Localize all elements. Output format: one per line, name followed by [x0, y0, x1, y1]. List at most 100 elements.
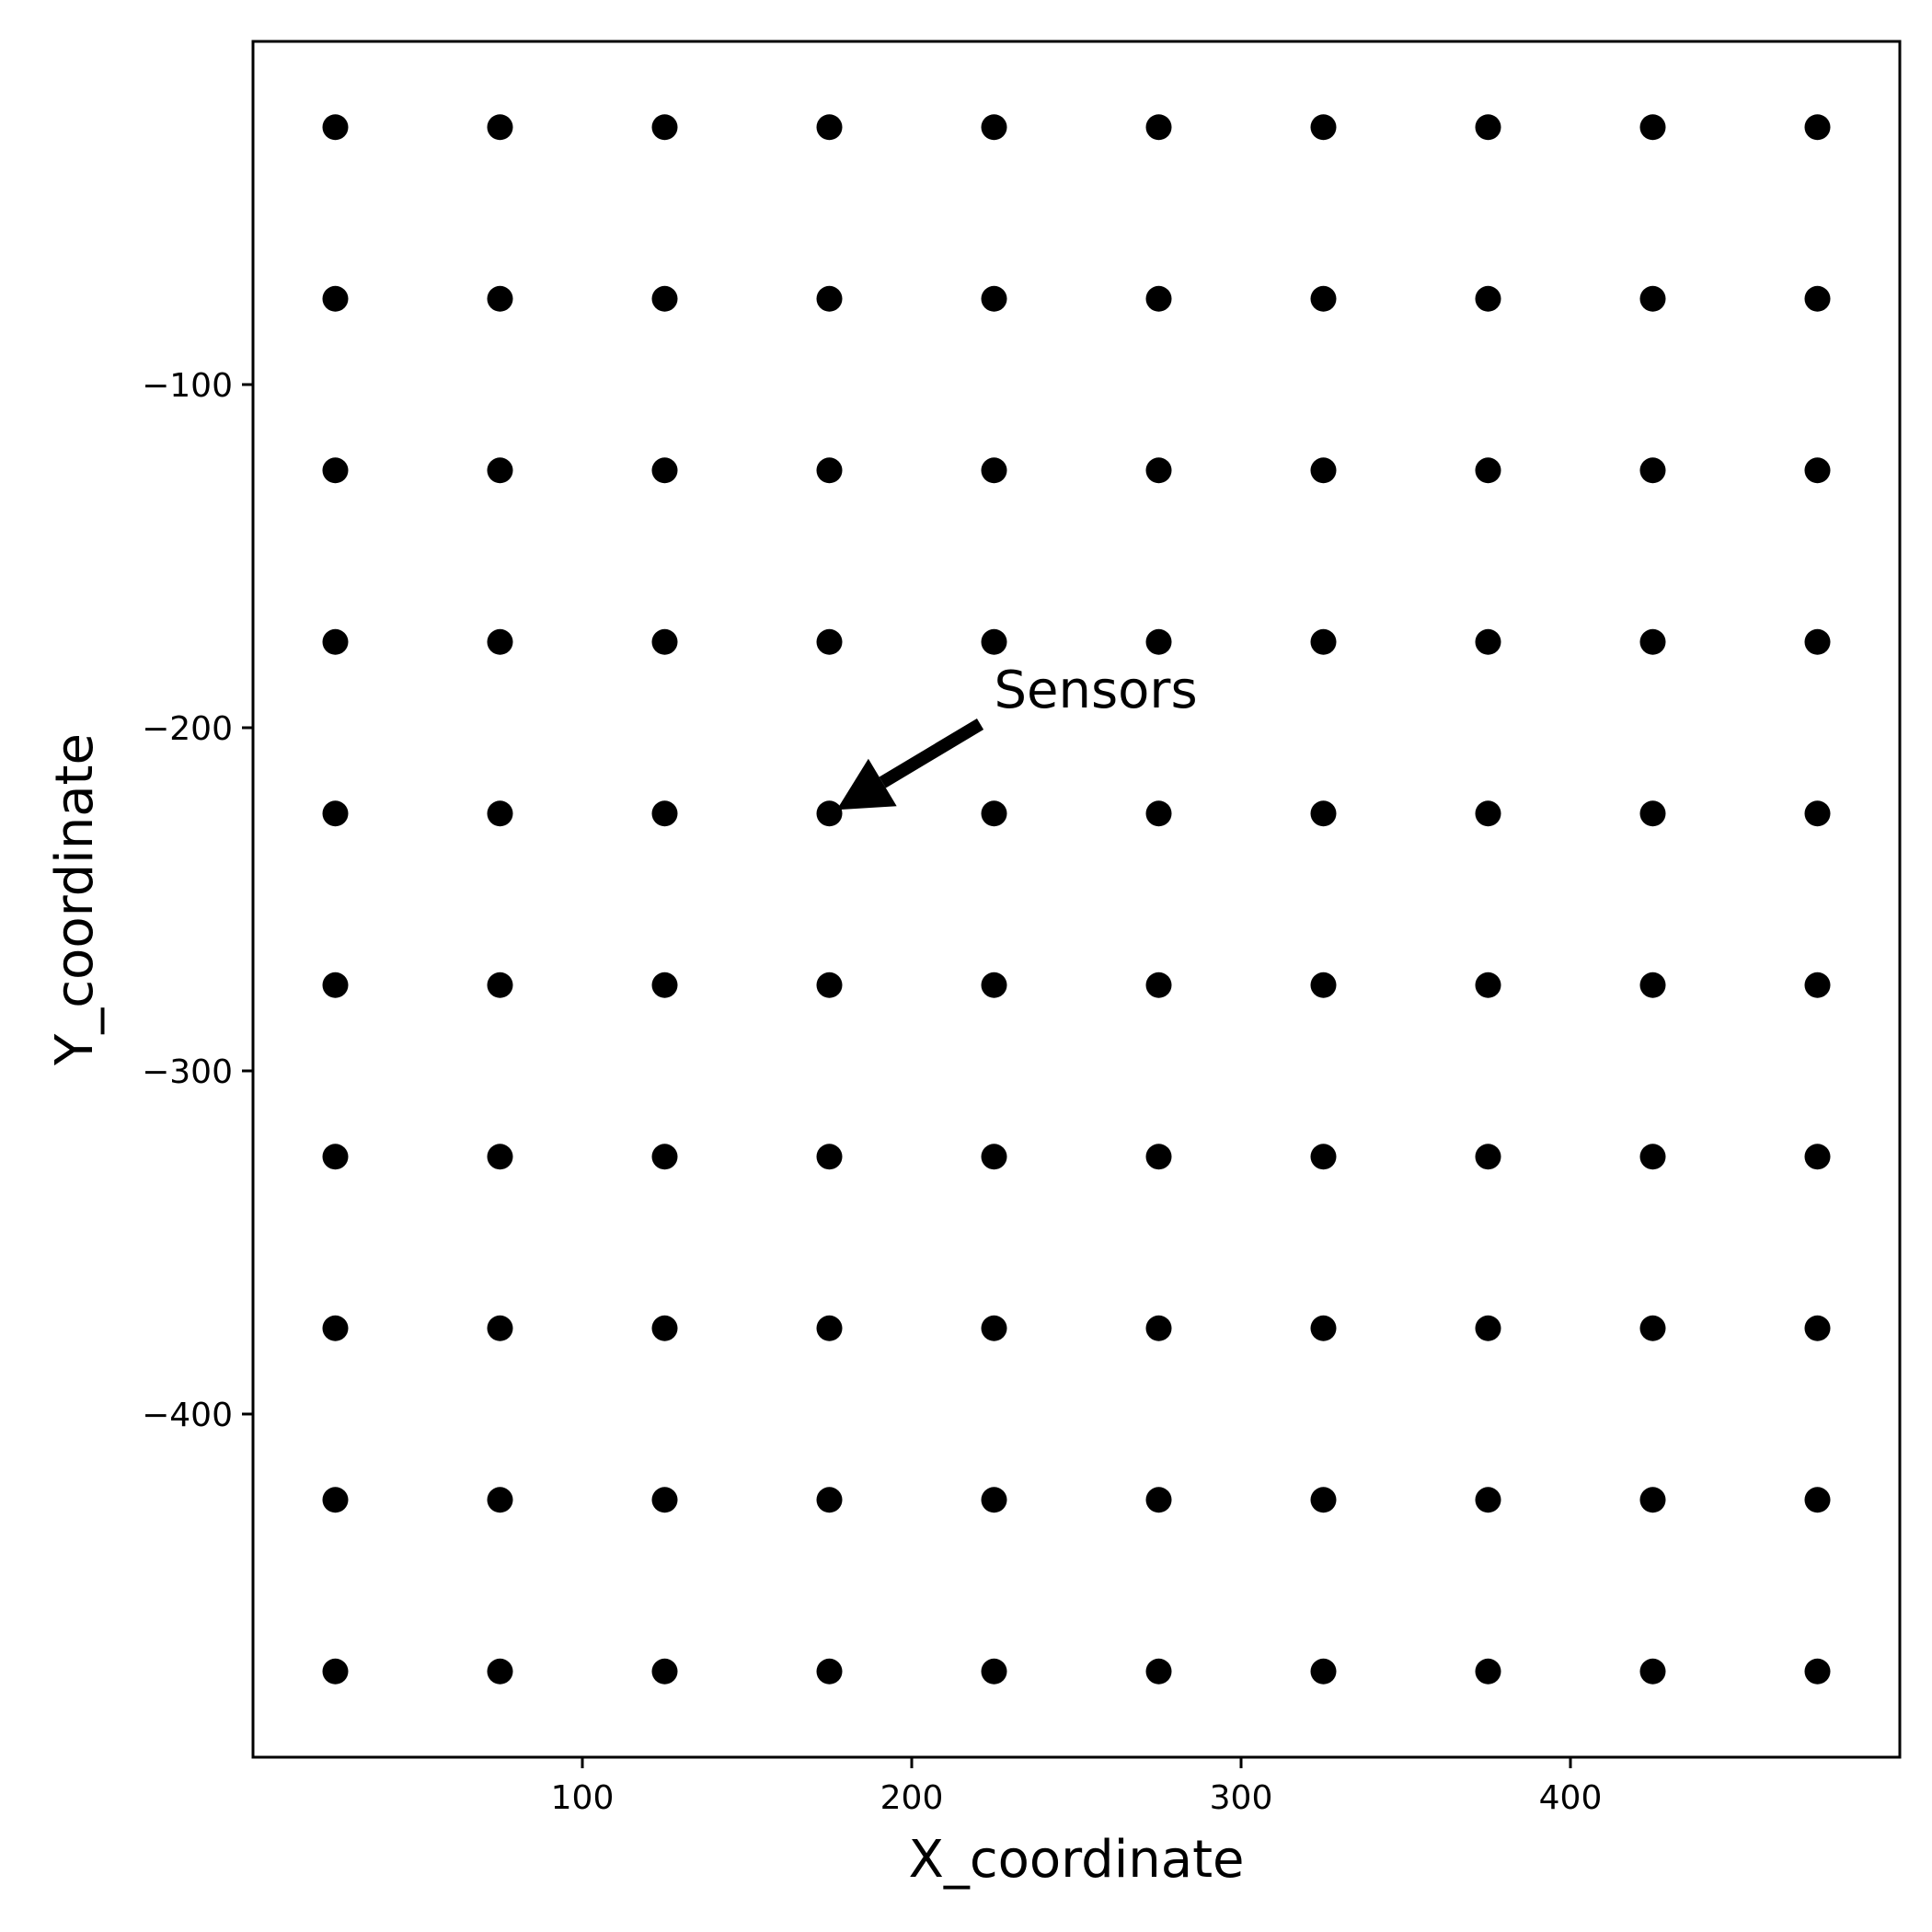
sensor-point: [1639, 285, 1666, 312]
sensor-point: [1310, 1487, 1337, 1513]
sensor-point: [487, 1658, 513, 1685]
sensor-point: [816, 285, 843, 312]
sensor-point: [1804, 1658, 1831, 1685]
y-tick-label: −300: [142, 1053, 233, 1091]
sensor-point: [322, 114, 349, 141]
sensor-point: [1639, 1658, 1666, 1685]
sensor-point: [1145, 1315, 1172, 1341]
sensor-point: [1804, 800, 1831, 827]
sensor-point: [487, 457, 513, 484]
x-tick-label: 100: [551, 1779, 615, 1817]
x-tick-label: 400: [1539, 1779, 1603, 1817]
sensor-point: [981, 972, 1007, 998]
sensor-point: [1475, 285, 1501, 312]
sensor-point: [651, 1315, 678, 1341]
sensor-point: [651, 800, 678, 827]
y-tick-label: −200: [142, 710, 233, 748]
sensor-point: [322, 1315, 349, 1341]
sensor-point: [1145, 1487, 1172, 1513]
sensor-point: [1310, 114, 1337, 141]
sensor-point: [322, 285, 349, 312]
sensor-point: [1310, 972, 1337, 998]
sensor-point: [651, 1658, 678, 1685]
x-tick-label: 300: [1210, 1779, 1273, 1817]
sensor-point: [1145, 800, 1172, 827]
sensor-point: [487, 800, 513, 827]
x-tick-label: 200: [880, 1779, 944, 1817]
sensor-point: [1145, 114, 1172, 141]
sensor-point: [816, 457, 843, 484]
sensor-point: [1804, 114, 1831, 141]
annotation-arrow-shaft: [879, 718, 984, 788]
sensor-point: [487, 628, 513, 655]
sensor-point: [816, 1487, 843, 1513]
sensor-point: [981, 457, 1007, 484]
sensor-point: [1310, 628, 1337, 655]
sensor-point: [322, 1144, 349, 1170]
data-points-layer: [322, 114, 1831, 1685]
sensor-point: [981, 1658, 1007, 1685]
sensor-point: [1804, 1144, 1831, 1170]
sensor-point: [1804, 1315, 1831, 1341]
sensor-point: [816, 972, 843, 998]
sensor-point: [816, 1658, 843, 1685]
sensor-point: [1804, 285, 1831, 312]
sensor-point: [981, 800, 1007, 827]
sensor-point: [1475, 1658, 1501, 1685]
sensor-point: [651, 285, 678, 312]
sensor-point: [1145, 285, 1172, 312]
sensor-point: [1310, 1315, 1337, 1341]
sensor-point: [816, 1315, 843, 1341]
sensor-point: [1310, 800, 1337, 827]
sensor-point: [1145, 628, 1172, 655]
sensor-point: [1639, 628, 1666, 655]
y-axis: −100 −200 −300 −400: [142, 367, 253, 1434]
sensor-point: [487, 1487, 513, 1513]
sensor-point: [1310, 285, 1337, 312]
sensor-point: [487, 285, 513, 312]
sensor-point: [1639, 1315, 1666, 1341]
sensor-point: [1475, 1144, 1501, 1170]
sensor-point: [1475, 114, 1501, 141]
annotation-layer: Sensors: [836, 661, 1198, 811]
sensor-point: [981, 114, 1007, 141]
sensor-point: [1145, 972, 1172, 998]
sensor-point: [1475, 1487, 1501, 1513]
sensor-point: [487, 114, 513, 141]
sensor-point: [816, 800, 843, 827]
y-tick-label: −400: [142, 1397, 233, 1434]
sensor-point: [1639, 1487, 1666, 1513]
sensor-point: [1804, 457, 1831, 484]
sensor-point: [1639, 114, 1666, 141]
sensor-point: [981, 1315, 1007, 1341]
x-axis-title: X_coordinate: [908, 1830, 1244, 1890]
plot-frame: [251, 40, 1902, 1759]
sensor-point: [322, 972, 349, 998]
sensor-point: [322, 1658, 349, 1685]
sensor-point: [1639, 800, 1666, 827]
sensor-point: [487, 972, 513, 998]
y-axis-title: Y_coordinate: [45, 733, 105, 1066]
sensor-point: [651, 1144, 678, 1170]
sensor-point: [1475, 1315, 1501, 1341]
sensor-point: [981, 1144, 1007, 1170]
sensor-point: [816, 1144, 843, 1170]
annotation-arrow-head: [836, 758, 897, 811]
sensor-point: [1310, 1144, 1337, 1170]
sensor-point: [322, 628, 349, 655]
sensor-point: [487, 1315, 513, 1341]
sensor-point: [981, 628, 1007, 655]
sensor-point: [487, 1144, 513, 1170]
sensor-point: [981, 1487, 1007, 1513]
sensor-point: [981, 285, 1007, 312]
sensor-point: [1475, 457, 1501, 484]
sensor-point: [1475, 972, 1501, 998]
sensor-point: [1145, 1144, 1172, 1170]
sensor-point: [1639, 1144, 1666, 1170]
sensor-point: [1475, 800, 1501, 827]
sensor-point: [816, 114, 843, 141]
sensor-point: [322, 1487, 349, 1513]
sensor-point: [651, 1487, 678, 1513]
sensor-point: [322, 800, 349, 827]
